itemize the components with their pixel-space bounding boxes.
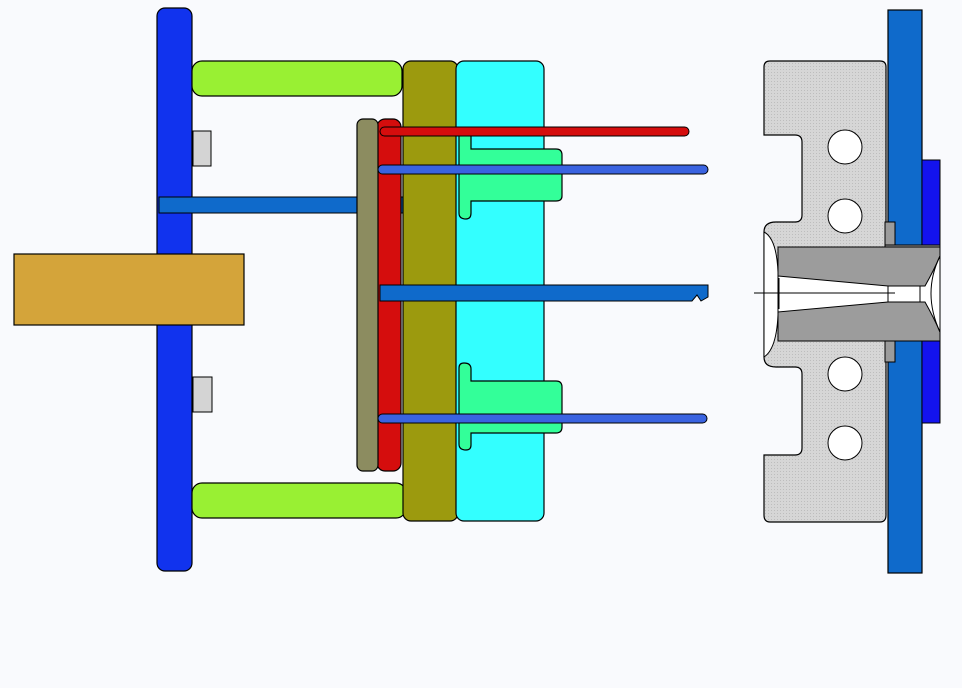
cooling-channel: [827, 356, 863, 392]
core-insert-bottom: [458, 362, 563, 451]
sprue-puller-pin: [379, 284, 709, 302]
return-pin-bottom: [377, 413, 708, 424]
ejector-retainer-plate: [356, 118, 379, 472]
spacer-rail-bottom: [191, 482, 407, 519]
ejector-pin: [379, 126, 690, 137]
spacer-rail-top: [191, 60, 403, 97]
return-pin-top: [377, 164, 709, 175]
machine-ejector-rod: [13, 253, 245, 326]
cooling-channel: [827, 198, 863, 234]
stop-block-bottom: [192, 376, 213, 413]
cooling-channel: [827, 129, 863, 165]
stop-block-top: [192, 130, 212, 167]
cooling-channel: [827, 425, 863, 461]
